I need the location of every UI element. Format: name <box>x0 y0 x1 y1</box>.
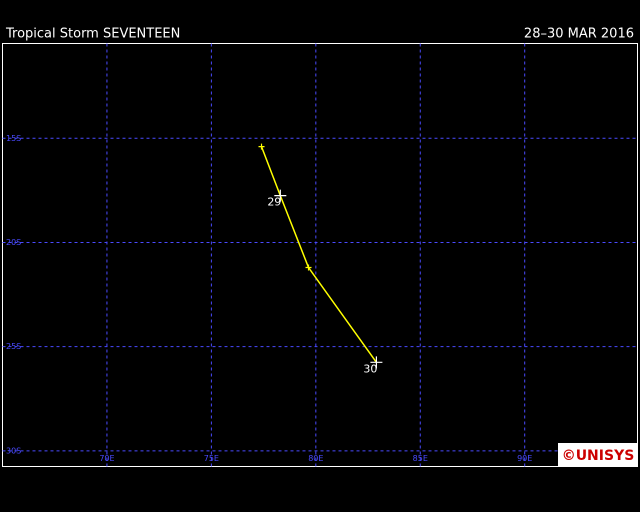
x-tick-label: 75E <box>204 454 219 463</box>
x-tick-label: 90E <box>517 454 532 463</box>
day-label: 29 <box>267 196 281 209</box>
x-tick-label: 85E <box>413 454 428 463</box>
logo-box <box>558 443 638 467</box>
track-marker <box>274 189 287 202</box>
logo: ©UNISYS <box>562 448 635 464</box>
map-frame <box>2 43 638 467</box>
map-title: Tropical Storm SEVENTEEN <box>5 27 180 42</box>
date-range: 28–30 MAR 2016 <box>524 27 634 42</box>
track-marker <box>370 356 383 369</box>
y-tick-label: 20S <box>6 238 21 247</box>
x-tick-label: 80E <box>308 454 323 463</box>
track-marker <box>258 143 265 150</box>
y-tick-label: 15S <box>6 134 21 143</box>
y-tick-label: 25S <box>6 342 21 351</box>
y-tick-label: 30S <box>6 446 21 455</box>
day-label: 30 <box>363 362 377 375</box>
storm-track <box>260 146 378 363</box>
track-marker <box>305 264 312 271</box>
x-tick-label: 70E <box>99 454 114 463</box>
